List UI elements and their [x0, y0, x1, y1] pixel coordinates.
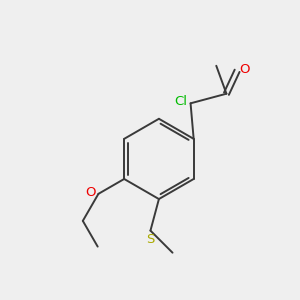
Text: S: S: [146, 233, 154, 246]
Text: O: O: [85, 186, 96, 200]
Text: Cl: Cl: [174, 95, 187, 108]
Text: O: O: [239, 63, 250, 76]
